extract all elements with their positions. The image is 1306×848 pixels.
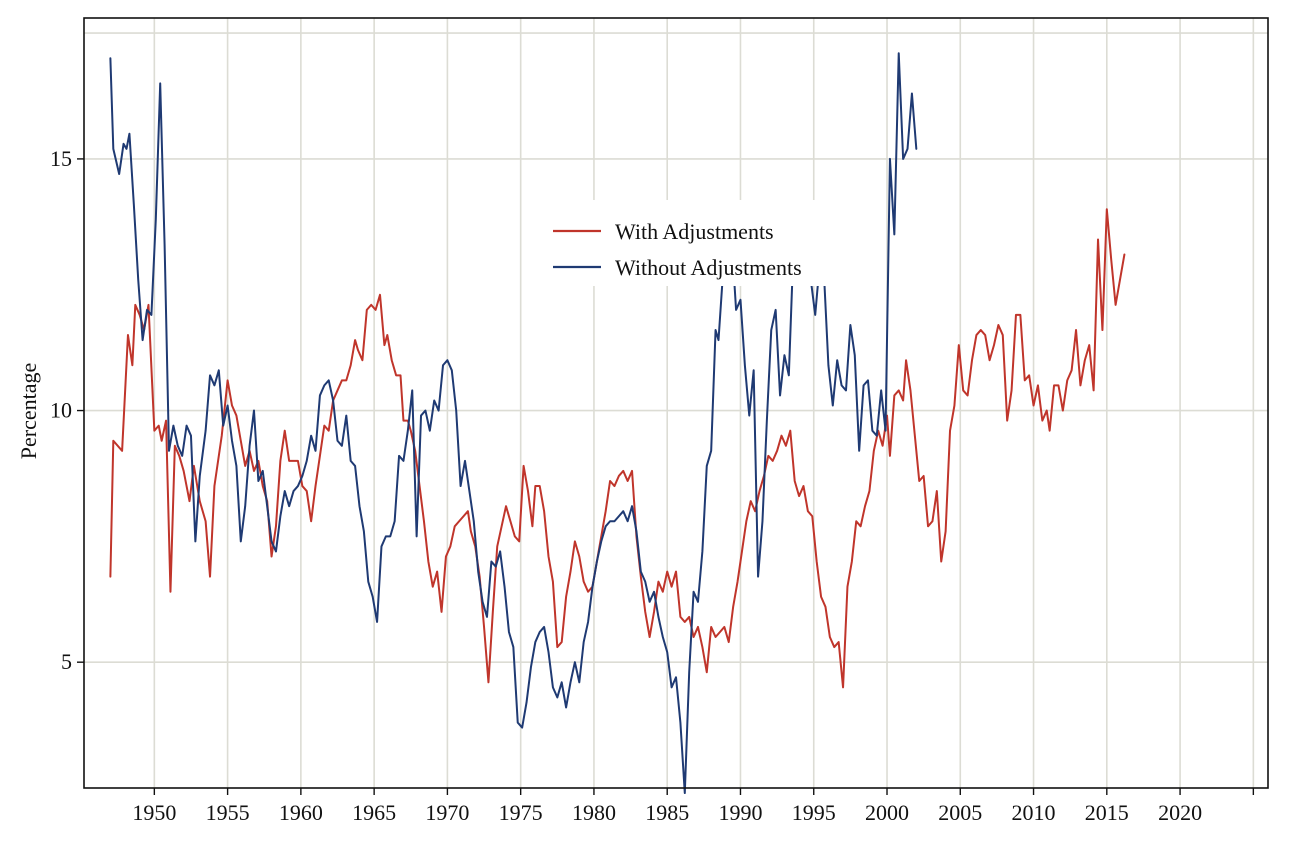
y-tick-label: 5 [61,649,72,674]
x-tick-label: 1955 [206,800,250,825]
y-tick-label: 15 [50,146,72,171]
legend-box [537,200,835,286]
legend: With Adjustments Without Adjustments [537,200,835,286]
x-tick-label: 2000 [865,800,909,825]
grid-layer [84,18,1268,788]
y-axis-title: Percentage [16,363,41,460]
x-tick-label: 1990 [718,800,762,825]
x-tick-label: 1950 [132,800,176,825]
plot-border [83,17,1269,789]
x-tick-label: 1965 [352,800,396,825]
x-tick-label: 2010 [1012,800,1056,825]
legend-label-without-adjustments: Without Adjustments [615,255,802,280]
x-tick-label: 1970 [425,800,469,825]
legend-label-with-adjustments: With Adjustments [615,219,774,244]
x-tick-label: 2015 [1085,800,1129,825]
x-tick-label: 2005 [938,800,982,825]
x-tick-label: 1960 [279,800,323,825]
y-tick-label: 10 [50,398,72,423]
x-tick-label: 1975 [499,800,543,825]
x-tick-label: 1995 [792,800,836,825]
x-tick-label: 1985 [645,800,689,825]
axes-layer: 1950 1955 1960 1965 1970 1975 1980 1985 1990 1995… [16,17,1269,825]
series-line-with-adjustments [109,208,1126,689]
x-tick-label: 2020 [1158,800,1202,825]
x-tick-label: 1980 [572,800,616,825]
series-line-without-adjustments [109,52,918,795]
series-layer [109,52,1126,795]
